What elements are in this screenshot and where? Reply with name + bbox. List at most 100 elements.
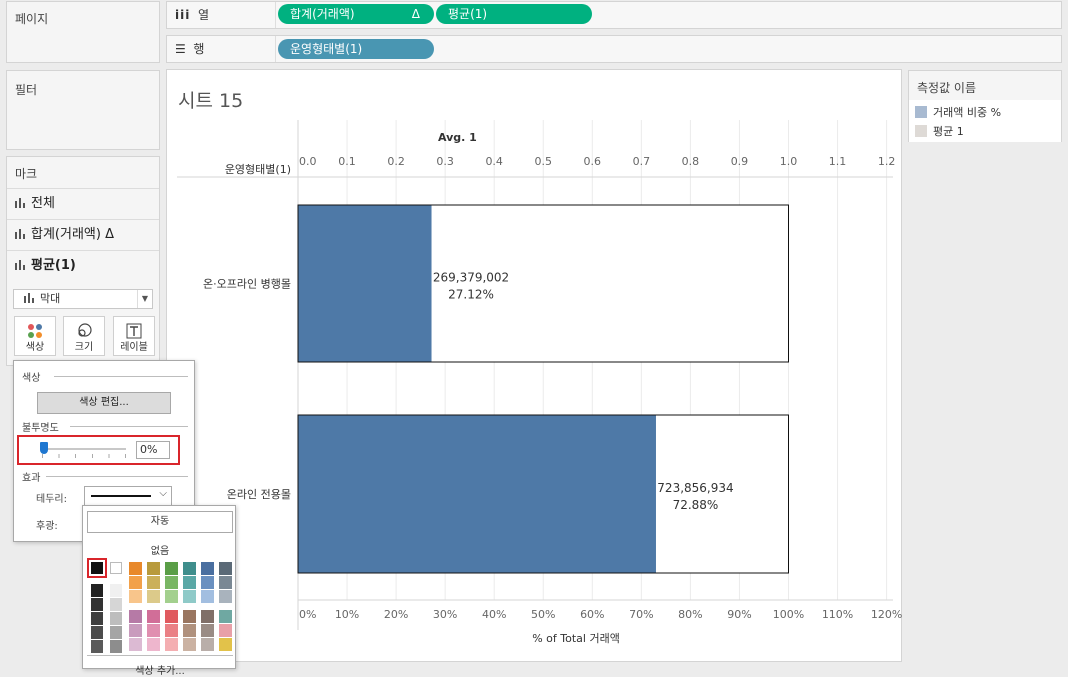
sheet-title: 시트 15 (178, 90, 244, 112)
color-swatch-gray[interactable] (91, 612, 103, 625)
border-dropdown[interactable]: ⌵ (84, 486, 172, 506)
more-colors-label: 색상 추가... (135, 666, 185, 677)
legend-item-avg[interactable]: 평균 1 (915, 123, 964, 139)
color-swatch-gray[interactable] (91, 598, 103, 611)
slider-handle[interactable] (40, 442, 48, 454)
columns-shelf-label: iii 열 (175, 8, 210, 22)
top-axis-tick: 1.0 (780, 155, 798, 168)
bar-percent-label: 27.12% (448, 288, 494, 302)
color-swatch[interactable] (201, 576, 214, 589)
color-swatch[interactable] (183, 624, 196, 637)
color-swatch[interactable] (129, 576, 142, 589)
color-swatch[interactable] (165, 562, 178, 575)
row-header-label: 운영형태별(1) (225, 163, 291, 176)
marks-row-sum-label: 합계(거래액) Δ (31, 227, 114, 242)
color-swatch-gray[interactable] (110, 598, 122, 611)
color-swatch[interactable] (201, 590, 214, 603)
color-swatch[interactable] (219, 610, 232, 623)
color-swatch-gray[interactable] (91, 626, 103, 639)
category-label: 온라인 전용몰 (227, 488, 291, 501)
color-swatch-black[interactable] (91, 562, 103, 574)
color-swatch[interactable] (147, 624, 160, 637)
pages-panel[interactable]: 페이지 (6, 1, 160, 63)
marks-row-avg[interactable]: 평균(1) (7, 250, 159, 281)
auto-button[interactable]: 자동 (87, 511, 233, 533)
legend-item-share[interactable]: 거래액 비중 % (915, 104, 1001, 120)
color-swatch[interactable] (219, 562, 232, 575)
color-swatch[interactable] (219, 638, 232, 651)
row-pill-type[interactable]: 운영형태별(1) (278, 39, 434, 59)
color-swatch[interactable] (201, 562, 214, 575)
color-swatch-gray[interactable] (91, 640, 103, 653)
bottom-axis-tick: 50% (531, 608, 555, 621)
opacity-slider[interactable] (40, 442, 126, 458)
bottom-axis-tick: 70% (629, 608, 653, 621)
color-swatch-gray[interactable] (110, 626, 122, 639)
category-label: 온·오프라인 병행몰 (203, 278, 291, 291)
column-pill-sum[interactable]: 합계(거래액) Δ (278, 4, 434, 24)
color-swatch[interactable] (201, 638, 214, 651)
edit-colors-button[interactable]: 색상 편집... (37, 392, 171, 414)
column-pill-avg[interactable]: 평균(1) (436, 4, 592, 24)
bottom-axis-tick: 40% (482, 608, 506, 621)
marks-row-all[interactable]: 전체 (7, 188, 159, 219)
marks-title: 마크 (15, 167, 38, 181)
share-bar (298, 205, 432, 362)
color-swatch[interactable] (129, 590, 142, 603)
top-axis-tick: 1.2 (878, 155, 896, 168)
bar-value-label: 723,856,934 (657, 481, 733, 495)
color-swatch[interactable] (165, 590, 178, 603)
color-swatch[interactable] (129, 610, 142, 623)
color-swatch[interactable] (201, 624, 214, 637)
color-swatch[interactable] (219, 624, 232, 637)
color-swatch[interactable] (165, 638, 178, 651)
column-pill-sum-label: 합계(거래액) (290, 7, 355, 21)
mark-type-dropdown[interactable]: 막대 ▼ (13, 289, 153, 309)
color-button[interactable]: 색상 (14, 316, 56, 356)
top-axis-title: Avg. 1 (438, 131, 477, 144)
color-swatch[interactable] (183, 562, 196, 575)
size-button[interactable]: 크기 (63, 316, 105, 356)
color-swatch[interactable] (183, 610, 196, 623)
bar-value-label: 269,379,002 (433, 271, 509, 285)
bar-chart-icon (24, 293, 34, 303)
none-label: 없음 (150, 546, 170, 557)
color-swatch[interactable] (183, 590, 196, 603)
opacity-input[interactable]: 0% (136, 441, 170, 459)
color-swatch[interactable] (219, 590, 232, 603)
color-swatch-gray[interactable] (110, 640, 122, 653)
color-swatch[interactable] (183, 576, 196, 589)
top-axis-tick: 0.7 (633, 155, 651, 168)
border-label: 테두리: (36, 494, 67, 505)
marks-row-sum[interactable]: 합계(거래액) Δ (7, 219, 159, 250)
color-swatch-gray[interactable] (110, 612, 122, 625)
color-swatch[interactable] (129, 562, 142, 575)
top-axis-tick: 0.1 (338, 155, 356, 168)
color-swatch-white[interactable] (110, 562, 122, 574)
shelf-divider (275, 2, 276, 28)
color-swatch[interactable] (165, 610, 178, 623)
color-swatch[interactable] (147, 638, 160, 651)
color-swatch[interactable] (165, 624, 178, 637)
top-axis-tick: 0.3 (436, 155, 454, 168)
color-swatch[interactable] (147, 562, 160, 575)
shelf-divider (275, 36, 276, 62)
color-swatch[interactable] (129, 638, 142, 651)
color-swatch[interactable] (219, 576, 232, 589)
filters-panel[interactable]: 필터 (6, 70, 160, 150)
color-swatch[interactable] (201, 610, 214, 623)
color-swatch-gray[interactable] (91, 584, 103, 597)
color-swatch[interactable] (147, 590, 160, 603)
legend-body (909, 100, 1061, 142)
bar-percent-label: 72.88% (673, 498, 719, 512)
pages-title: 페이지 (15, 12, 49, 26)
color-swatch[interactable] (147, 610, 160, 623)
color-swatch[interactable] (165, 576, 178, 589)
label-button[interactable]: 레이블 (113, 316, 155, 356)
color-swatch[interactable] (183, 638, 196, 651)
color-swatch-gray[interactable] (110, 584, 122, 597)
color-swatch[interactable] (147, 576, 160, 589)
color-swatch[interactable] (129, 624, 142, 637)
opacity-section-label: 불투명도 (22, 423, 59, 434)
effects-section-label: 효과 (22, 473, 41, 484)
